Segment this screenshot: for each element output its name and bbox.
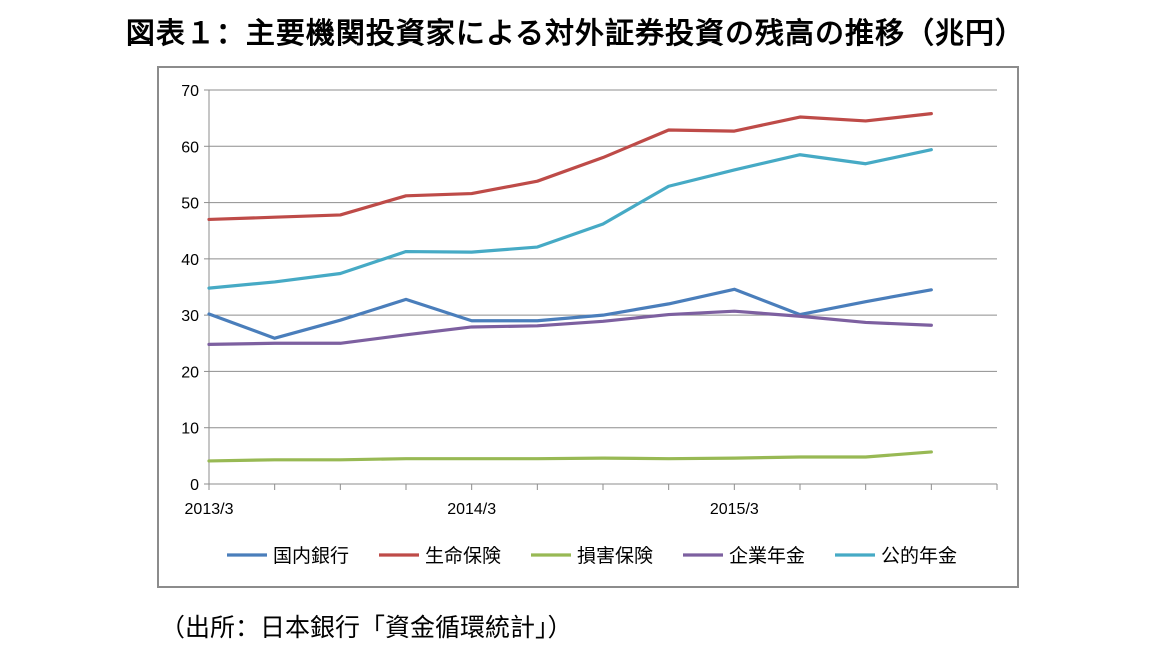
- x-tick-label: 2015/3: [710, 501, 759, 518]
- legend: 国内銀行 生命保険 損害保険 企業年金 公的年金: [227, 545, 957, 567]
- series-line-1: [207, 287, 933, 340]
- y-axis-tick-labels: 0 10 20 30 40 50 60 70: [181, 83, 199, 494]
- chart-title: 図表１：主要機関投資家による対外証券投資の残高の推移（兆円）: [125, 16, 1026, 50]
- legend-label-5: 公的年金: [881, 545, 957, 567]
- line-chart: 0 10 20 30 40 50 60 70 2013/3 2014/3 2015/3 国内銀行 生…: [181, 83, 998, 567]
- legend-label-2: 生命保険: [425, 545, 501, 567]
- y-tick-label: 70: [181, 83, 199, 100]
- y-tick-label: 40: [181, 252, 199, 269]
- source-note: （出所：日本銀行「資金循環統計」）: [160, 613, 573, 642]
- x-axis: [208, 90, 998, 490]
- y-tick-label: 10: [181, 421, 199, 438]
- series-line-4: [207, 309, 933, 347]
- x-tick-label: 2014/3: [447, 501, 496, 518]
- y-tick-label: 0: [190, 477, 199, 494]
- gridlines: [204, 89, 997, 485]
- series-line-5: [207, 148, 933, 290]
- legend-label-3: 損害保険: [577, 545, 653, 567]
- chart-frame: 0 10 20 30 40 50 60 70 2013/3 2014/3 2015/3 国内銀行 生…: [157, 66, 1019, 588]
- y-tick-label: 50: [181, 196, 199, 213]
- y-tick-label: 30: [181, 308, 199, 325]
- legend-label-1: 国内銀行: [273, 545, 349, 567]
- series-line-2: [207, 112, 933, 222]
- x-tick-label: 2013/3: [185, 501, 234, 518]
- series-lines: [207, 112, 933, 463]
- y-tick-label: 60: [181, 139, 199, 156]
- x-axis-tick-labels: 2013/3 2014/3 2015/3: [185, 501, 759, 518]
- legend-label-4: 企業年金: [729, 545, 805, 567]
- series-line-3: [207, 450, 933, 463]
- y-tick-label: 20: [181, 364, 199, 381]
